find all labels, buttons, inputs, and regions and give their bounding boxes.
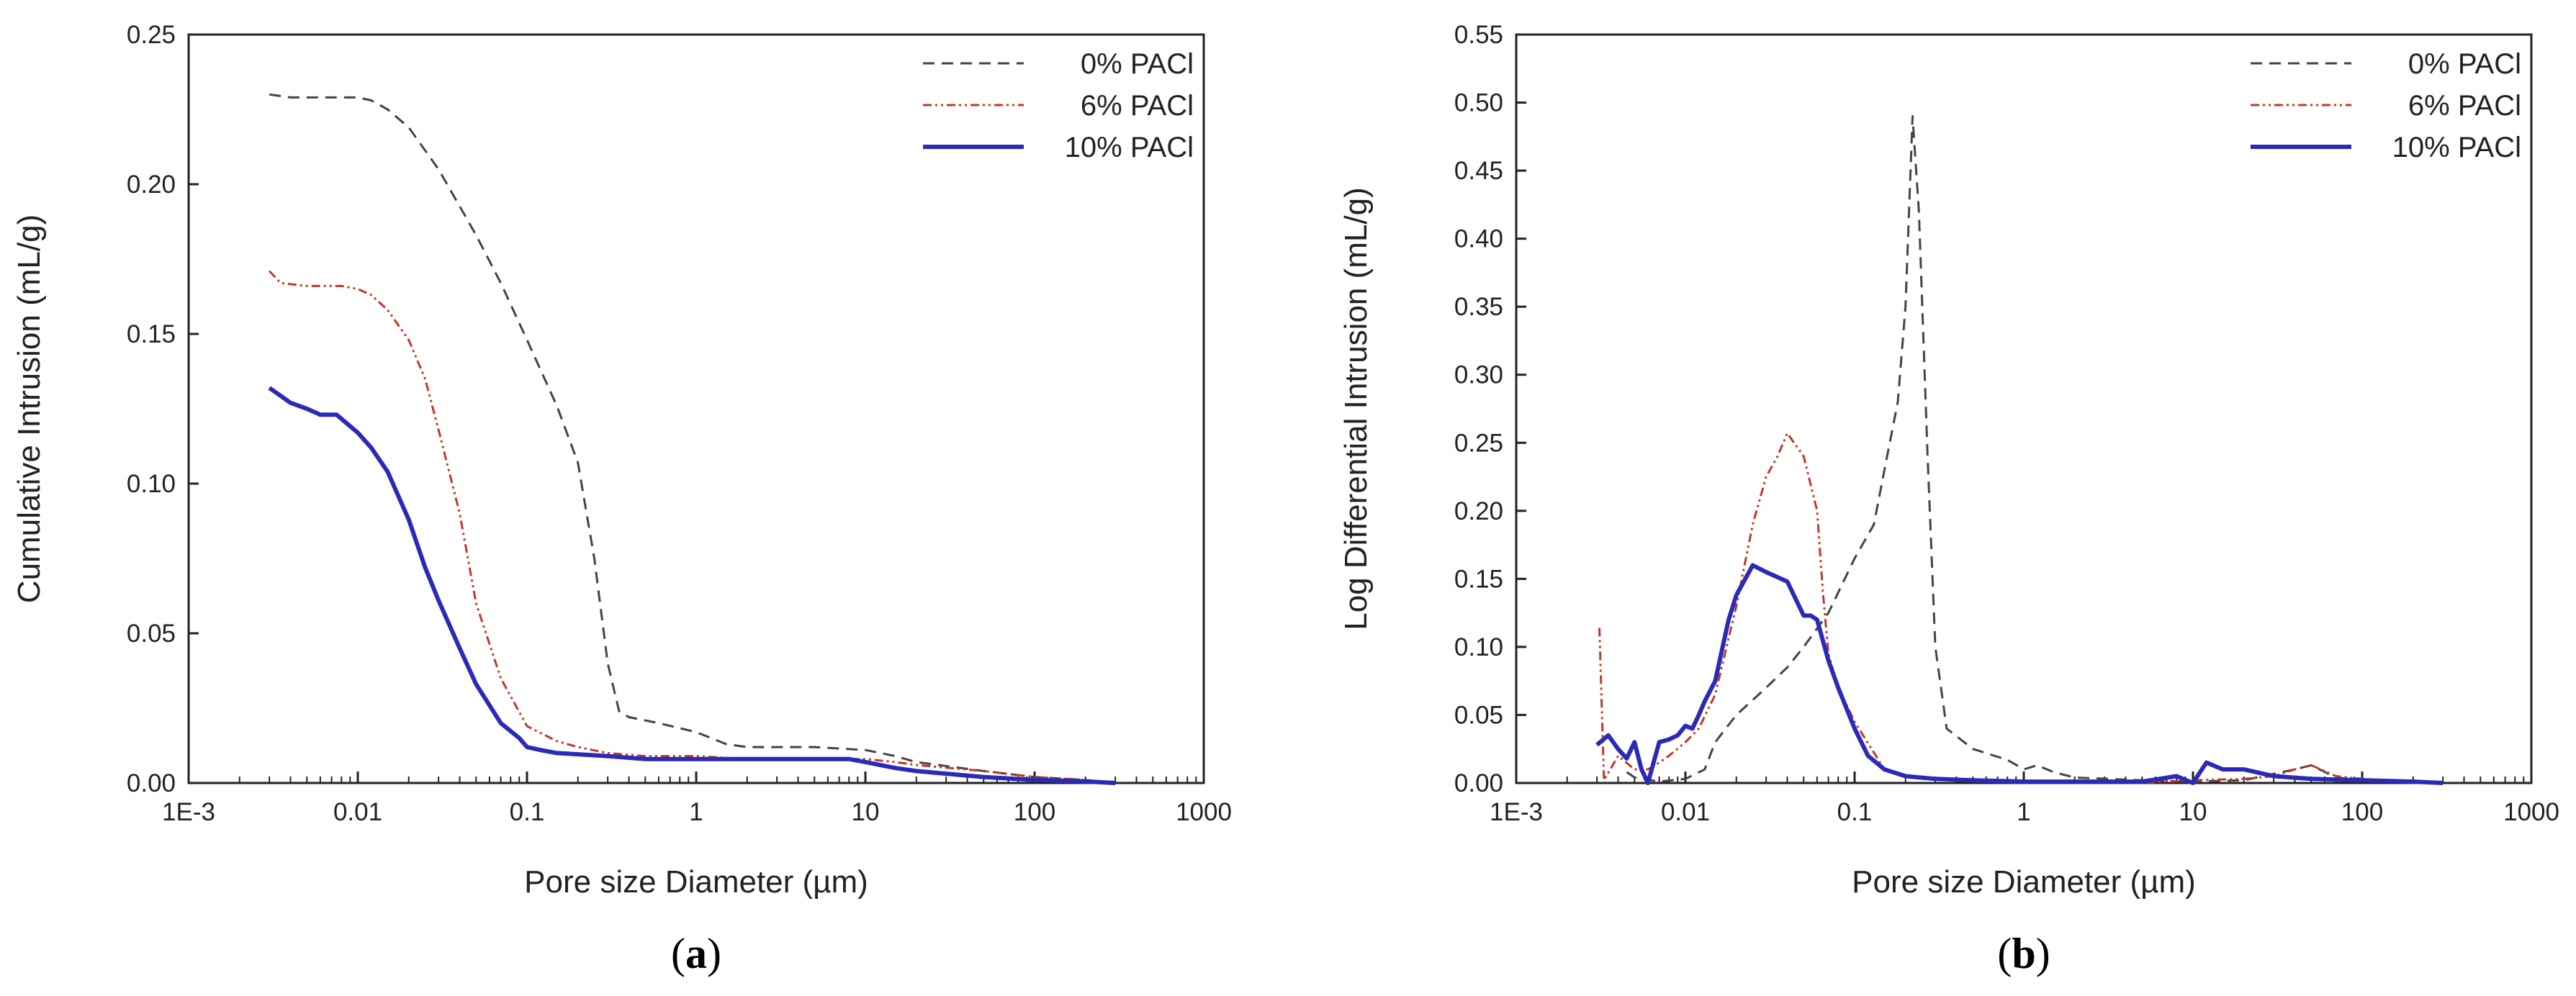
plot-frame: [187, 33, 1205, 784]
legend: 0% PACl 6% PACl 10% PACl: [2251, 48, 2521, 163]
x-tick-label: 1E-3: [1490, 798, 1543, 826]
x-tick-label: 100: [2341, 798, 2383, 826]
series-line-6-pacl: [1598, 432, 2444, 784]
legend-label: 6% PACl: [1081, 90, 1194, 122]
series-lines: [1595, 115, 2444, 785]
x-axis-label: Pore size Diameter (µm): [524, 864, 868, 900]
panel-letter: a: [685, 930, 707, 977]
x-tick-label: 10: [852, 798, 880, 826]
x-tick-label: 1E-3: [162, 798, 215, 826]
y-tick-label: 0.55: [1454, 21, 1503, 49]
panel-label: (b): [1997, 930, 2050, 977]
panel-b: 0.00 0.05 0.10 0.15 0.20 0.25 0.30 0.35 0.40 0.45…: [1338, 21, 2559, 977]
x-tick-label: 0.01: [1661, 798, 1710, 826]
legend-label: 6% PACl: [2408, 90, 2521, 122]
plot-frame: [1515, 33, 2533, 784]
y-axis: 0.00 0.05 0.10 0.15 0.20 0.25 0.30 0.35 0.40 0.45…: [1454, 21, 1526, 797]
series-line-10-pacl: [268, 386, 1116, 785]
y-tick-label: 0.25: [127, 21, 176, 49]
y-tick-label: 0.15: [127, 320, 176, 348]
series-lines: [268, 93, 1116, 785]
y-tick-label: 0.10: [127, 470, 176, 498]
y-tick-label: 0.05: [127, 620, 176, 648]
x-axis: 1E-3 0.01 0.1 1 10 100 1000: [162, 771, 1232, 826]
panel-label: (a): [671, 930, 721, 977]
x-tick-label: 1000: [1176, 798, 1232, 826]
x-tick-label: 0.1: [510, 798, 545, 826]
x-axis-label: Pore size Diameter (µm): [1852, 864, 2196, 900]
y-tick-label: 0.40: [1454, 225, 1503, 253]
series-line-6-pacl: [269, 270, 1116, 784]
x-axis: 1E-3 0.01 0.1 1 10 100 1000: [1490, 771, 2559, 826]
legend-label: 0% PACl: [2408, 48, 2521, 80]
y-tick-label: 0.00: [127, 769, 176, 797]
x-tick-label: 1: [2017, 798, 2030, 826]
y-axis-label: Log Differential Intrusion (mL/g): [1338, 187, 1374, 630]
y-tick-label: 0.50: [1454, 89, 1503, 117]
y-tick-label: 0.05: [1454, 701, 1503, 729]
y-tick-label: 0.30: [1454, 361, 1503, 389]
x-tick-label: 100: [1014, 798, 1055, 826]
x-tick-label: 10: [2179, 798, 2207, 826]
y-axis: 0.00 0.05 0.10 0.15 0.20 0.25: [127, 21, 199, 797]
series-line-0-pacl: [1626, 115, 2444, 784]
series-line-0-pacl: [269, 93, 1116, 784]
y-tick-label: 0.15: [1454, 565, 1503, 593]
x-tick-label: 0.01: [333, 798, 382, 826]
panel-letter: b: [2012, 930, 2035, 977]
y-tick-label: 0.25: [1454, 429, 1503, 457]
y-tick-label: 0.20: [127, 171, 176, 199]
x-tick-label: 1000: [2503, 798, 2559, 826]
x-tick-label: 0.1: [1837, 798, 1873, 826]
y-tick-label: 0.45: [1454, 157, 1503, 185]
panel-a: 0.000.050.100.150.200.25 1E-3 0.01 0.1 1 10 1…: [12, 21, 1232, 977]
legend: 0% PACl 6% PACl 10% PACl: [923, 48, 1194, 163]
y-tick-label: 0.00: [1454, 769, 1503, 797]
x-tick-label: 1: [689, 798, 703, 826]
legend-label: 10% PACl: [2392, 132, 2521, 163]
y-axis-label: Cumulative Intrusion (mL/g): [12, 214, 47, 603]
legend-label: 10% PACl: [1065, 132, 1194, 163]
series-line-10-pacl: [1595, 563, 2444, 785]
legend-label: 0% PACl: [1081, 48, 1194, 80]
y-tick-label: 0.10: [1454, 633, 1503, 661]
y-tick-label: 0.20: [1454, 497, 1503, 525]
y-tick-label: 0.35: [1454, 293, 1503, 321]
